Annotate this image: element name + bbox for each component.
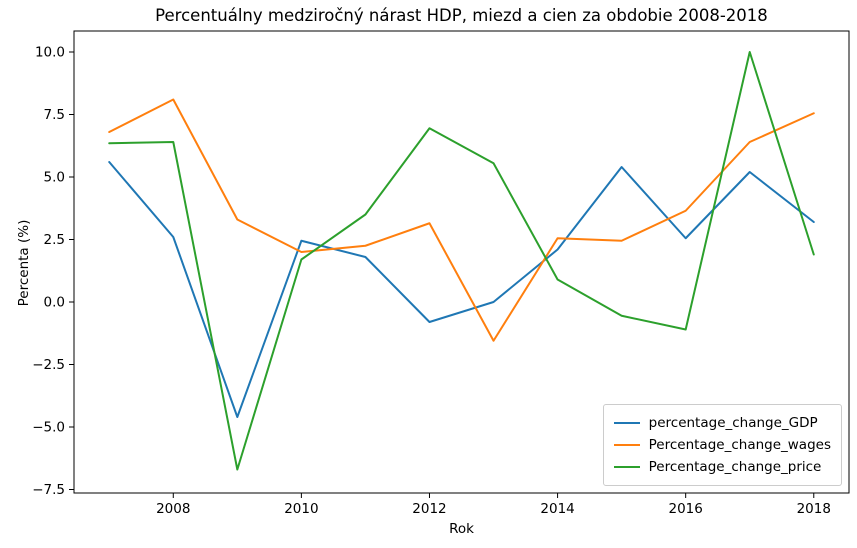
- y-tick-label: 5.0: [44, 170, 65, 186]
- y-tick-label: 0.0: [44, 295, 65, 311]
- x-tick-label: 2012: [412, 501, 446, 517]
- chart-title: Percentuálny medziročný nárast HDP, miez…: [155, 6, 768, 25]
- legend-item: percentage_change_GDP: [613, 412, 831, 434]
- x-tick-label: 2010: [284, 501, 318, 517]
- x-tick-label: 2008: [156, 501, 190, 517]
- legend-label: Percentage_change_wages: [648, 437, 831, 453]
- y-tick-label: 7.5: [44, 107, 65, 123]
- x-tick-label: 2018: [797, 501, 831, 517]
- legend-label: Percentage_change_price: [648, 459, 822, 475]
- legend-line-swatch: [613, 466, 640, 468]
- y-tick-label: −2.5: [32, 357, 65, 373]
- y-tick-label: −7.5: [32, 482, 65, 498]
- legend: percentage_change_GDP Percentage_change_w…: [602, 404, 842, 486]
- legend-item: Percentage_change_price: [613, 456, 831, 478]
- axes-spines: [73, 30, 850, 494]
- y-axis-label: Percenta (%): [16, 219, 32, 307]
- legend-line-swatch: [613, 444, 640, 446]
- series-line-Percentage_change_wages: [108, 98, 815, 342]
- series-line-Percentage_change_price: [108, 51, 815, 471]
- y-tick-label: −5.0: [32, 420, 65, 436]
- x-tick-label: 2016: [668, 501, 702, 517]
- legend-label: percentage_change_GDP: [648, 415, 818, 431]
- x-tick-label: 2014: [540, 501, 574, 517]
- y-tick-label: 2.5: [44, 232, 65, 248]
- y-tick-label: 10.0: [35, 45, 65, 61]
- legend-line-swatch: [613, 422, 640, 424]
- x-axis-label: Rok: [449, 521, 474, 537]
- legend-item: Percentage_change_wages: [613, 434, 831, 456]
- series-line-percentage_change_GDP: [108, 161, 815, 418]
